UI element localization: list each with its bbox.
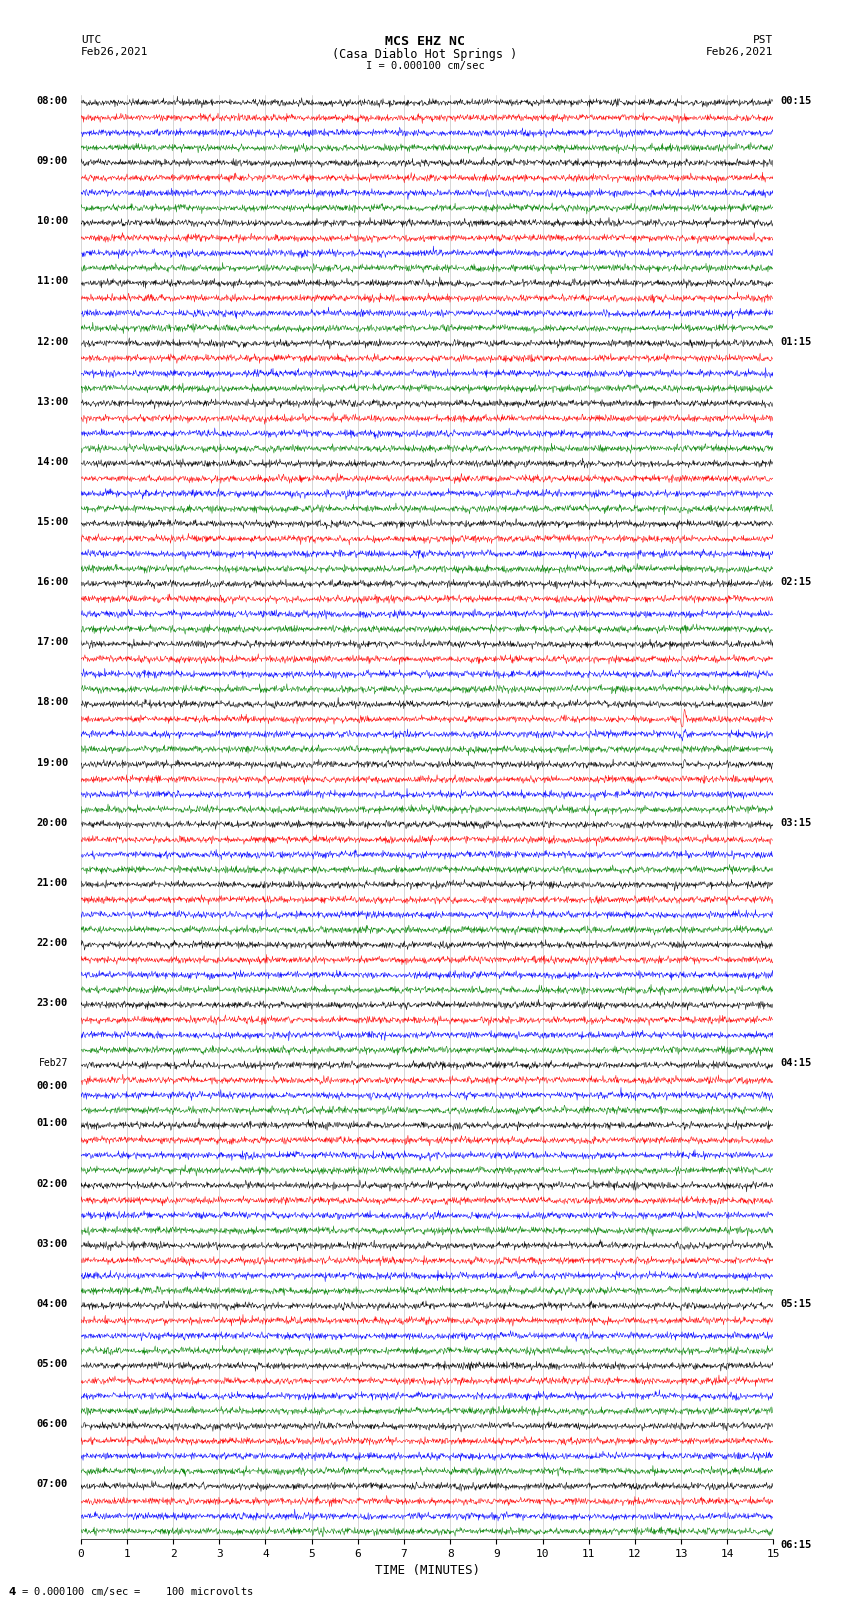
Text: 00:00: 00:00 <box>37 1081 68 1090</box>
Text: MCS EHZ NC: MCS EHZ NC <box>385 35 465 48</box>
Text: 12:00: 12:00 <box>37 337 68 347</box>
Text: 23:00: 23:00 <box>37 998 68 1008</box>
Text: 16:00: 16:00 <box>37 577 68 587</box>
Text: 01:15: 01:15 <box>780 337 812 347</box>
Text: Feb26,2021: Feb26,2021 <box>81 47 148 56</box>
Text: 15:00: 15:00 <box>37 518 68 527</box>
Text: 19:00: 19:00 <box>37 758 68 768</box>
Text: 22:00: 22:00 <box>37 939 68 948</box>
Text: 01:00: 01:00 <box>37 1118 68 1129</box>
Text: 06:00: 06:00 <box>37 1419 68 1429</box>
Text: PST: PST <box>753 35 774 45</box>
Text: 11:00: 11:00 <box>37 276 68 287</box>
Text: 04:00: 04:00 <box>37 1298 68 1308</box>
Text: 02:00: 02:00 <box>37 1179 68 1189</box>
Text: 08:00: 08:00 <box>37 95 68 106</box>
Text: 03:00: 03:00 <box>37 1239 68 1248</box>
Text: Feb26,2021: Feb26,2021 <box>706 47 774 56</box>
Text: 21:00: 21:00 <box>37 877 68 887</box>
Text: I = 0.000100 cm/sec: I = 0.000100 cm/sec <box>366 61 484 71</box>
Text: 17:00: 17:00 <box>37 637 68 647</box>
Text: 04:15: 04:15 <box>780 1058 812 1068</box>
Text: (Casa Diablo Hot Springs ): (Casa Diablo Hot Springs ) <box>332 48 518 61</box>
Text: 20:00: 20:00 <box>37 818 68 827</box>
Text: 06:15: 06:15 <box>780 1539 812 1550</box>
Text: 13:00: 13:00 <box>37 397 68 406</box>
Text: 05:15: 05:15 <box>780 1298 812 1308</box>
Text: 07:00: 07:00 <box>37 1479 68 1489</box>
Text: 14:00: 14:00 <box>37 456 68 466</box>
Text: 05:00: 05:00 <box>37 1360 68 1369</box>
Text: $\bf{4}$ = 0.000100 cm/sec =    100 microvolts: $\bf{4}$ = 0.000100 cm/sec = 100 microvo… <box>8 1586 254 1598</box>
Text: 18:00: 18:00 <box>37 697 68 708</box>
Text: 02:15: 02:15 <box>780 577 812 587</box>
Text: 00:15: 00:15 <box>780 95 812 106</box>
Text: UTC: UTC <box>81 35 101 45</box>
Text: Feb27: Feb27 <box>38 1058 68 1068</box>
Text: 09:00: 09:00 <box>37 156 68 166</box>
X-axis label: TIME (MINUTES): TIME (MINUTES) <box>375 1565 479 1578</box>
Text: 10:00: 10:00 <box>37 216 68 226</box>
Text: 03:15: 03:15 <box>780 818 812 827</box>
